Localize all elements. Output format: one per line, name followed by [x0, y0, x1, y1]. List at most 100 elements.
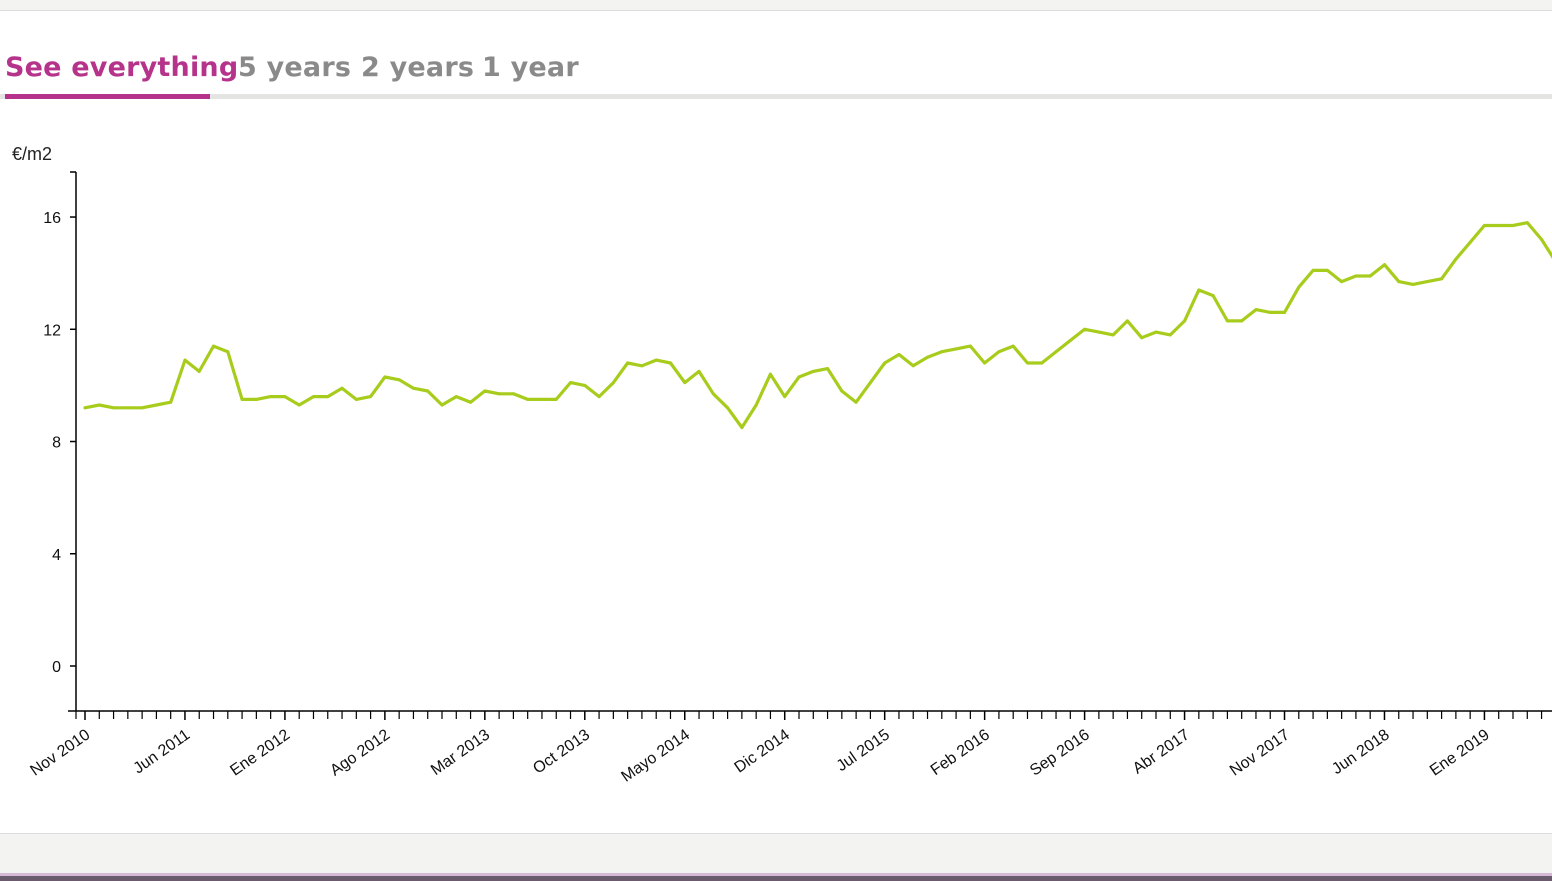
data-point [940, 350, 944, 354]
range-tabs: See everything 5 years 2 years 1 year [0, 40, 1552, 100]
x-axis: Nov 2010 Jun 2011 Ene 2012 Ago 2012 Mar 2013… [27, 710, 1552, 786]
data-point [626, 361, 630, 365]
data-point [1397, 280, 1401, 284]
data-point [1111, 333, 1115, 337]
data-point [197, 369, 201, 373]
y-tick-label: 8 [52, 435, 61, 452]
data-point [411, 386, 415, 390]
data-point [669, 361, 672, 365]
y-axis-label: €/m2 [12, 144, 52, 164]
x-tick-label: Jun 2018 [1329, 726, 1393, 778]
data-point [1125, 319, 1129, 323]
data-point [1068, 339, 1072, 342]
data-point [1054, 350, 1058, 354]
data-point [569, 381, 572, 385]
data-point [226, 350, 230, 354]
data-point [654, 358, 658, 362]
data-point [183, 358, 187, 362]
x-tick-label: Jul 2015 [834, 726, 893, 775]
data-point [1154, 330, 1158, 334]
y-tick-label: 4 [52, 547, 61, 564]
data-point [754, 403, 758, 407]
x-tick-label: Oct 2013 [530, 726, 593, 777]
data-point [583, 383, 587, 387]
data-point [354, 397, 358, 401]
data-point [454, 395, 458, 399]
data-point [112, 406, 116, 410]
tab-1-year[interactable]: 1 year [482, 52, 579, 83]
x-tick-label: Ago 2012 [327, 726, 393, 779]
data-point [1225, 319, 1229, 323]
bottom-edge [0, 873, 1552, 881]
data-point [1411, 282, 1415, 286]
top-bar [0, 0, 1552, 11]
data-point [983, 361, 987, 365]
x-tick-label: Nov 2017 [1227, 726, 1293, 779]
data-point [1468, 240, 1472, 244]
data-point [426, 389, 430, 393]
data-point [554, 397, 558, 401]
x-tick-label: Mar 2013 [428, 726, 493, 779]
data-point [1211, 294, 1215, 298]
data-point [1340, 280, 1344, 284]
x-tick-label: Ene 2019 [1427, 726, 1493, 779]
data-point [783, 395, 787, 399]
data-point [868, 381, 872, 385]
data-point [369, 395, 373, 399]
data-point [897, 353, 901, 356]
data-point [1368, 274, 1372, 278]
series-group [83, 221, 1552, 430]
data-point [312, 395, 315, 399]
data-point [683, 381, 687, 385]
tab-5-years[interactable]: 5 years [238, 52, 352, 83]
data-point [1525, 221, 1529, 225]
data-point [397, 378, 401, 382]
data-point [1283, 310, 1286, 314]
data-point [697, 369, 701, 373]
data-point [269, 395, 273, 399]
data-point [97, 403, 101, 407]
y-tick-label: 0 [52, 659, 61, 676]
data-point [1240, 319, 1244, 323]
series-line [83, 221, 1552, 430]
bottom-edge-accent [0, 873, 1552, 876]
data-point [83, 406, 87, 410]
data-point [340, 386, 344, 390]
x-tick-label: Jun 2011 [131, 726, 194, 777]
data-point [212, 344, 215, 348]
data-point [740, 426, 744, 429]
data-point [154, 403, 158, 407]
tab-2-years[interactable]: 2 years [361, 52, 475, 83]
y-tick-label: 12 [43, 322, 61, 339]
data-point [326, 395, 330, 399]
active-tab-indicator [5, 94, 210, 99]
x-tick-label: Dic 2014 [732, 726, 794, 776]
data-point [126, 406, 130, 410]
x-tick-label: Mayo 2014 [618, 726, 693, 785]
data-point [469, 400, 473, 404]
data-point [283, 395, 287, 399]
data-point [1168, 333, 1172, 337]
y-axis: 0 4 8 12 16 [43, 171, 77, 711]
data-point [1540, 238, 1544, 241]
data-point [926, 355, 929, 359]
data-point [1497, 224, 1501, 227]
data-point [1026, 361, 1029, 365]
data-point [954, 347, 958, 351]
data-point [169, 400, 173, 404]
data-point [1325, 268, 1329, 272]
data-point [811, 369, 815, 373]
price-chart: €/m2 0 4 8 12 16 Nov 2010 Jun 2011 Ene 2012 Ago… [12, 144, 1552, 786]
data-point [297, 403, 301, 407]
data-point [383, 375, 387, 379]
data-point [511, 392, 515, 396]
tab-see-everything[interactable]: See everything [5, 52, 239, 83]
data-point [840, 389, 844, 393]
x-tick-label: Ene 2012 [227, 726, 293, 779]
data-point [1354, 274, 1358, 278]
data-point [768, 372, 772, 376]
x-tick-label: Nov 2010 [27, 726, 93, 779]
data-point [597, 395, 601, 399]
data-point [883, 361, 887, 365]
data-point [1140, 336, 1144, 340]
